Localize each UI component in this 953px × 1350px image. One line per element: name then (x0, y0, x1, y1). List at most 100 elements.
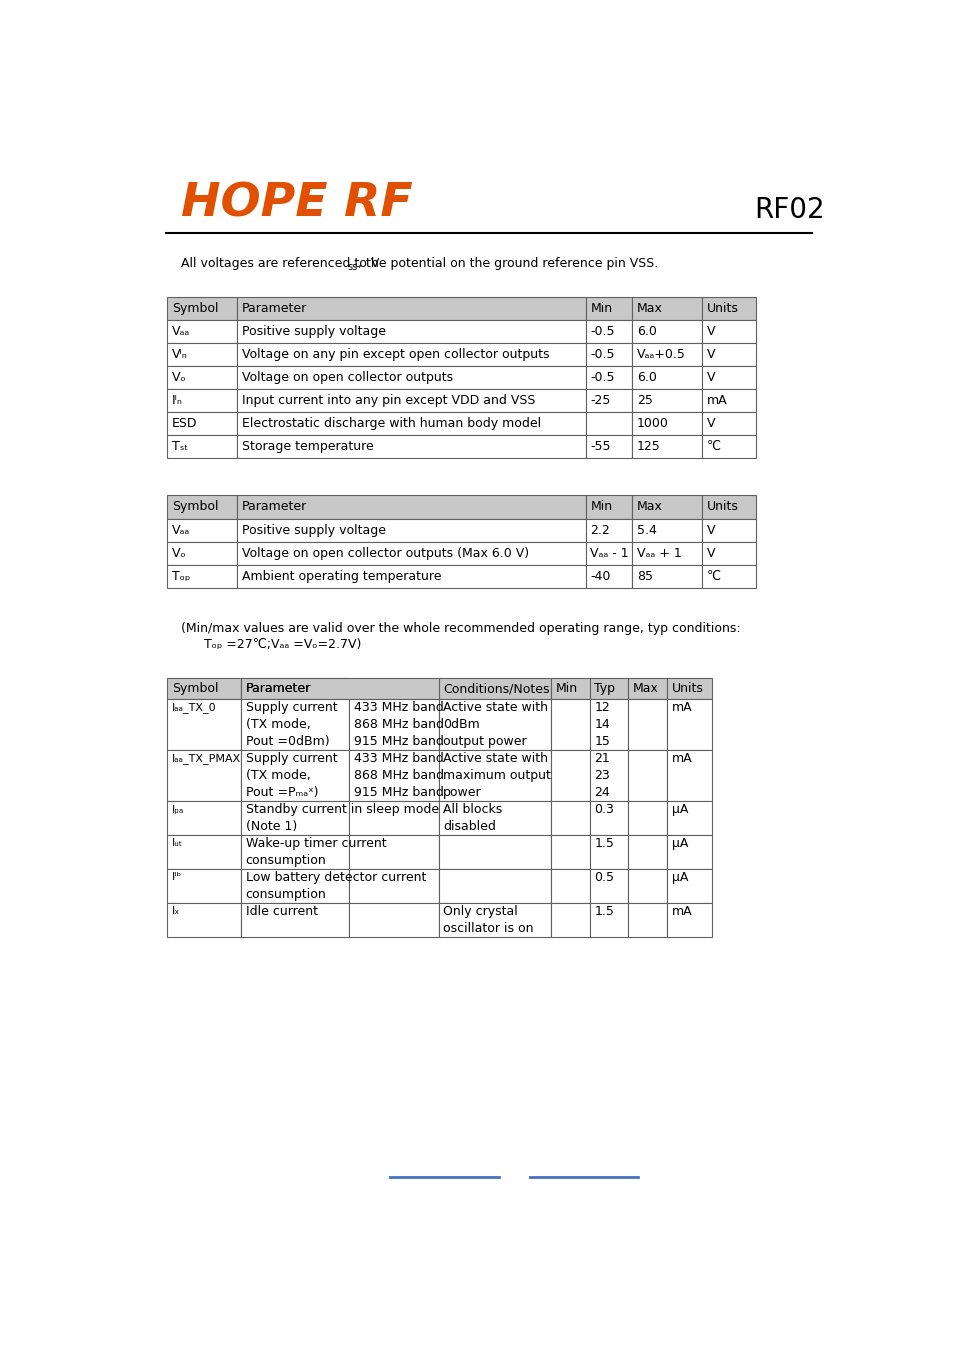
Bar (167, 389, 236, 412)
Text: Tₛₜ: Tₛₜ (172, 440, 188, 454)
Text: mA: mA (671, 904, 692, 918)
Bar (666, 903, 711, 937)
Text: Vₒ⁣: Vₒ⁣ (172, 547, 186, 560)
Text: Parameter: Parameter (245, 682, 311, 695)
Bar (167, 903, 241, 937)
Text: V: V (706, 547, 715, 560)
Text: Low battery detector current: Low battery detector current (245, 871, 425, 884)
Text: Input current into any pin except VDD and VSS: Input current into any pin except VDD an… (241, 394, 535, 408)
Text: Idle current: Idle current (245, 904, 317, 918)
Bar (666, 751, 711, 801)
Text: Iᴵᵇ: Iᴵᵇ (172, 872, 182, 883)
Bar (632, 297, 701, 320)
Bar (438, 699, 550, 751)
Bar (167, 801, 241, 836)
Bar (701, 435, 756, 459)
Text: Voltage on any pin except open collector outputs: Voltage on any pin except open collector… (241, 348, 549, 360)
Text: Max: Max (637, 501, 662, 513)
Text: Units: Units (706, 302, 738, 315)
Text: μA: μA (671, 803, 687, 815)
Text: 125: 125 (637, 440, 660, 454)
Bar (632, 366, 701, 389)
Bar (167, 751, 241, 801)
Text: consumption: consumption (245, 888, 326, 900)
Text: Iₓ: Iₓ (172, 906, 180, 917)
Bar (585, 541, 632, 564)
Bar (349, 869, 438, 903)
Text: 6.0: 6.0 (637, 325, 656, 338)
Bar (628, 678, 666, 699)
Bar (632, 412, 701, 435)
Text: HOPE RF: HOPE RF (181, 182, 413, 227)
Text: consumption: consumption (245, 855, 326, 867)
Text: Min: Min (590, 302, 612, 315)
Bar (585, 343, 632, 366)
Bar (701, 541, 756, 564)
Text: Supply current: Supply current (245, 702, 336, 714)
Text: 23: 23 (594, 769, 609, 782)
Bar (550, 699, 589, 751)
Bar (585, 412, 632, 435)
Bar (241, 801, 349, 836)
Bar (550, 801, 589, 836)
Bar (550, 751, 589, 801)
Bar (589, 869, 628, 903)
Text: μA: μA (671, 871, 687, 884)
Text: 21: 21 (594, 752, 609, 765)
Text: Vᴵₙ: Vᴵₙ (172, 348, 188, 360)
Bar (589, 903, 628, 937)
Text: 0dBm: 0dBm (443, 718, 479, 732)
Text: RF02: RF02 (754, 196, 824, 224)
Bar (585, 297, 632, 320)
Text: 2.2: 2.2 (590, 524, 610, 536)
Text: Typ: Typ (594, 682, 615, 695)
Bar (550, 836, 589, 869)
Bar (241, 836, 349, 869)
Bar (589, 699, 628, 751)
Bar (241, 751, 349, 801)
Bar (167, 412, 236, 435)
Bar (585, 435, 632, 459)
Text: Min: Min (555, 682, 578, 695)
Bar (167, 320, 236, 343)
Text: Wake-up timer current: Wake-up timer current (245, 837, 386, 850)
Text: V: V (706, 371, 715, 385)
Text: (TX mode,: (TX mode, (245, 718, 310, 732)
Text: Vₐₐ - 1: Vₐₐ - 1 (590, 547, 628, 560)
Bar (167, 297, 236, 320)
Text: Iᵤₜ: Iᵤₜ (172, 838, 183, 848)
Bar (632, 495, 701, 518)
Bar (167, 435, 236, 459)
Text: Min: Min (590, 501, 612, 513)
Bar (241, 903, 349, 937)
Text: Supply current: Supply current (245, 752, 336, 765)
Bar (666, 801, 711, 836)
Bar (167, 699, 241, 751)
Bar (585, 518, 632, 541)
Text: Symbol: Symbol (172, 501, 218, 513)
Text: 12: 12 (594, 702, 609, 714)
Text: , the potential on the ground reference pin VSS.: , the potential on the ground reference … (357, 256, 658, 270)
Bar (167, 836, 241, 869)
Bar (167, 869, 241, 903)
Bar (589, 678, 628, 699)
Text: disabled: disabled (443, 819, 496, 833)
Text: -25: -25 (590, 394, 610, 408)
Bar (632, 541, 701, 564)
Text: 15: 15 (594, 736, 610, 748)
Bar (241, 678, 438, 699)
Bar (701, 343, 756, 366)
Text: Parameter: Parameter (241, 302, 307, 315)
Text: (Note 1): (Note 1) (245, 819, 296, 833)
Text: Electrostatic discharge with human body model: Electrostatic discharge with human body … (241, 417, 540, 431)
Text: 915 MHz band: 915 MHz band (354, 736, 443, 748)
Text: Ambient operating temperature: Ambient operating temperature (241, 570, 440, 583)
Bar (550, 903, 589, 937)
Text: (Min/max values are valid over the whole recommended operating range, typ condit: (Min/max values are valid over the whole… (181, 622, 740, 636)
Text: mA: mA (671, 702, 692, 714)
Bar (628, 869, 666, 903)
Bar (628, 903, 666, 937)
Bar (236, 343, 585, 366)
Bar (236, 320, 585, 343)
Bar (438, 869, 550, 903)
